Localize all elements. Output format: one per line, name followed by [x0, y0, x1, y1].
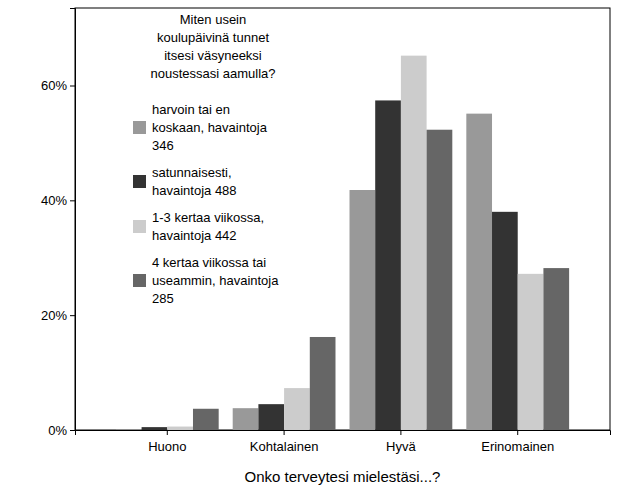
x-tick-label: Erinomainen	[481, 439, 554, 454]
bar	[401, 56, 427, 430]
y-tick-mark	[70, 315, 75, 316]
x-tick-label: Huono	[148, 439, 186, 454]
y-tick: 40%	[41, 193, 75, 208]
bar	[310, 337, 336, 430]
x-tick-label: Hyvä	[386, 439, 416, 454]
x-tick: Kohtalainen	[250, 430, 319, 454]
x-tick: Huono	[148, 430, 186, 454]
bars	[116, 56, 569, 430]
y-axis-line	[70, 9, 76, 431]
bar	[427, 130, 453, 430]
chart: 0% 20% 40% 60% Huono Kohtalainen Hyvä Erinomain…	[0, 0, 629, 504]
text-line: koskaan, havaintoja	[152, 120, 268, 135]
text-line: 4 kertaa viikossa tai	[152, 255, 266, 270]
y-tick-mark	[70, 86, 75, 87]
text-line: Miten usein	[180, 12, 246, 27]
x-tick: Hyvä	[386, 430, 416, 454]
x-tick-mark	[517, 430, 518, 435]
y-tick-mark	[70, 430, 75, 431]
text-line: itsesi väsyneeksi	[164, 48, 262, 63]
x-axis-line	[76, 431, 611, 436]
bar	[142, 427, 168, 430]
bar	[375, 100, 401, 430]
text-line: 346	[152, 138, 174, 153]
legend-swatch	[133, 274, 146, 287]
legend-swatch	[133, 175, 146, 188]
legend-label: harvoin tai en koskaan, havaintoja 346	[152, 102, 268, 153]
plot-frame	[75, 8, 610, 430]
text-line: noustessasi aamulla?	[150, 66, 275, 81]
x-tick-mark	[167, 430, 168, 435]
bar	[233, 408, 259, 430]
bar	[258, 404, 284, 430]
bar	[116, 429, 142, 430]
text-line: 285	[152, 291, 174, 306]
legend-title: Miten usein koulupäivinä tunnet itsesi väs…	[150, 12, 275, 81]
legend-swatch	[133, 220, 146, 233]
bar	[350, 190, 376, 430]
legend-label: 1-3 kertaa viikossa, havaintoja 442	[152, 210, 264, 243]
x-tick-label: Kohtalainen	[250, 439, 319, 454]
bar	[167, 427, 193, 430]
legend-label: satunnaisesti, havaintoja 488	[152, 165, 237, 198]
text-line: useammin, havaintoja	[152, 273, 279, 288]
y-tick: 0%	[48, 423, 75, 438]
legend-label: 4 kertaa viikossa tai useammin, havaintoj…	[152, 255, 279, 306]
bar	[466, 114, 492, 430]
y-axis: 0% 20% 40% 60%	[41, 9, 76, 438]
bar	[193, 409, 219, 430]
y-tick: 60%	[41, 78, 75, 93]
y-tick-label: 60%	[41, 78, 67, 93]
text-line: satunnaisesti,	[152, 165, 232, 180]
text-line: havaintoja 488	[152, 183, 237, 198]
legend-swatch	[133, 121, 146, 134]
y-tick: 20%	[41, 308, 75, 323]
text-line: harvoin tai en	[152, 102, 230, 117]
text-line: havaintoja 442	[152, 228, 237, 243]
x-tick-mark	[284, 430, 285, 435]
x-axis: Huono Kohtalainen Hyvä Erinomainen	[76, 430, 611, 454]
bar	[284, 388, 310, 430]
x-tick-mark	[400, 430, 401, 435]
legend: Miten usein koulupäivinä tunnet itsesi väs…	[133, 12, 279, 306]
y-tick-label: 0%	[48, 423, 67, 438]
x-axis-title: Onko terveytesi mielestäsi...?	[245, 468, 441, 485]
y-tick-label: 40%	[41, 193, 67, 208]
bar	[543, 268, 569, 430]
y-tick-label: 20%	[41, 308, 67, 323]
text-line: 1-3 kertaa viikossa,	[152, 210, 264, 225]
bar	[518, 274, 544, 430]
text-line: koulupäivinä tunnet	[157, 30, 269, 45]
bar	[492, 212, 518, 430]
y-tick-mark	[70, 200, 75, 201]
x-tick: Erinomainen	[481, 430, 554, 454]
